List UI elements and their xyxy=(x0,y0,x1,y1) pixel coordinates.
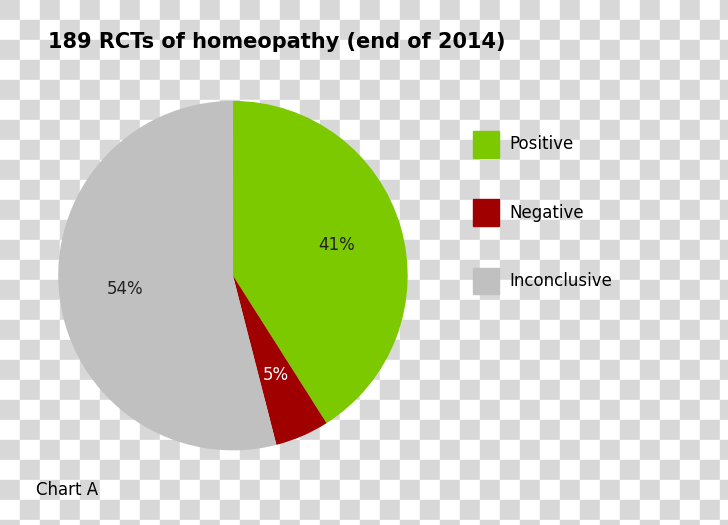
Wedge shape xyxy=(233,276,327,445)
Text: Chart A: Chart A xyxy=(36,481,98,499)
Text: 41%: 41% xyxy=(319,236,355,255)
Text: 5%: 5% xyxy=(263,366,289,384)
Text: 54%: 54% xyxy=(107,280,144,298)
Text: Positive: Positive xyxy=(510,135,574,153)
Text: 189 RCTs of homeopathy (end of 2014): 189 RCTs of homeopathy (end of 2014) xyxy=(48,32,505,51)
Ellipse shape xyxy=(149,200,328,365)
Wedge shape xyxy=(58,101,277,450)
Wedge shape xyxy=(233,101,408,423)
Text: Inconclusive: Inconclusive xyxy=(510,272,612,290)
Text: Negative: Negative xyxy=(510,204,585,222)
